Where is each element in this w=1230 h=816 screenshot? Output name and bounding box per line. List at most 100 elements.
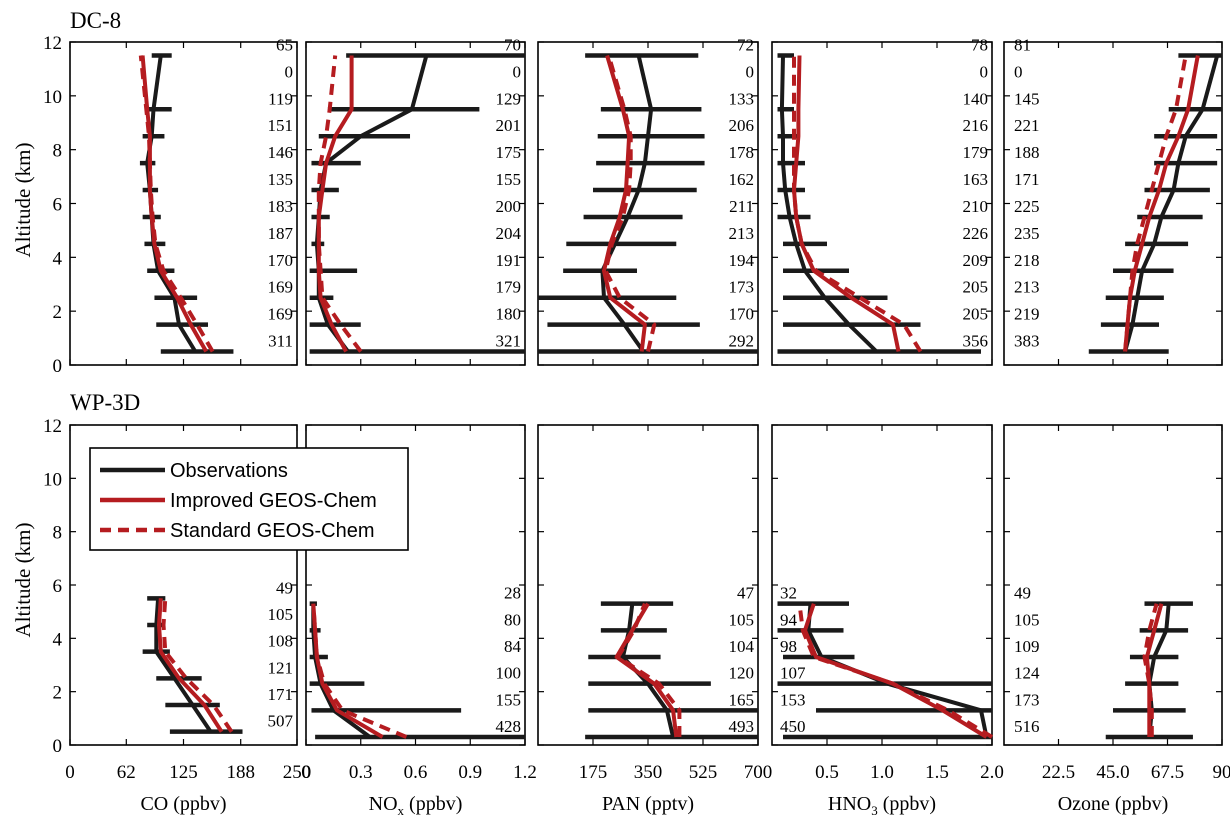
y-tick-label: 10 xyxy=(43,87,62,108)
sample-count-label: 72 xyxy=(737,35,754,54)
series-standard-line xyxy=(797,603,994,739)
x-tick-label: 250 xyxy=(283,762,312,783)
panel-dc8-hno3: 356 205 205 209 226 210 163 179 216 140 0 78 xyxy=(771,35,993,366)
series-improved-line xyxy=(602,54,647,352)
x-tick-label: 0.3 xyxy=(349,762,373,783)
sample-count-label: 105 xyxy=(268,605,294,624)
sample-count-label: 213 xyxy=(729,224,755,243)
sample-count-label: 170 xyxy=(268,251,294,270)
sample-count-label: 107 xyxy=(780,664,806,683)
y-tick-label: 12 xyxy=(43,416,62,437)
x-tick-label: 700 xyxy=(744,762,773,783)
sample-count-label: 49 xyxy=(1014,584,1031,603)
series-standard-line xyxy=(1142,603,1159,737)
series-observations-line xyxy=(620,603,676,738)
panels: 0246810123111691691701871831351461511190… xyxy=(43,33,1223,757)
series-observations-line xyxy=(779,55,878,353)
series-improved-line xyxy=(614,602,679,738)
sample-count-label: 70 xyxy=(504,35,521,54)
sample-count-label: 188 xyxy=(1014,143,1040,162)
sample-count-label: 155 xyxy=(496,170,522,189)
sample-count-label: 383 xyxy=(1014,332,1040,351)
sample-count-label: 32 xyxy=(780,584,797,603)
sample-count-label: 211 xyxy=(729,197,754,216)
sample-count-label: 78 xyxy=(971,35,988,54)
series-improved-line xyxy=(1123,55,1200,352)
sample-count-label: 210 xyxy=(963,197,989,216)
sample-count-label: 49 xyxy=(276,578,293,597)
legend-label-improved: Improved GEOS-Chem xyxy=(170,490,377,512)
sample-count-label: 140 xyxy=(963,89,989,108)
x-tick-label: 0.6 xyxy=(404,762,428,783)
sample-count-label: 153 xyxy=(780,690,806,709)
series-improved-line xyxy=(311,603,384,739)
x-tick-label: 0 xyxy=(301,762,311,783)
x-tick-label: 90 xyxy=(1213,762,1230,783)
sample-count-label: 120 xyxy=(729,664,755,683)
sample-count-label: 226 xyxy=(963,224,989,243)
sample-count-label: 84 xyxy=(504,637,522,656)
y-tick-label: 8 xyxy=(53,141,63,162)
panel-dc8-pan: 292 170 173 194 213 211 162 178 206 133 0 72 xyxy=(537,35,759,366)
sample-count-label: 191 xyxy=(496,251,522,270)
series-standard-line xyxy=(792,55,923,353)
sample-count-label: 109 xyxy=(1014,637,1040,656)
sample-count-label: 171 xyxy=(268,685,294,704)
panel-dc8-ozone: 383 219 213 218 235 225 171 188 221 145 0 81 xyxy=(1003,35,1223,366)
sample-count-label: 221 xyxy=(1014,116,1040,135)
series-observations-line xyxy=(154,598,213,733)
sample-count-label: 205 xyxy=(963,305,989,324)
sample-count-label: 108 xyxy=(268,632,294,651)
sample-count-label: 145 xyxy=(1014,89,1040,108)
sample-count-label: 65 xyxy=(276,35,293,54)
sample-count-label: 94 xyxy=(780,610,798,629)
series-improved-line xyxy=(1144,603,1164,737)
sample-count-label: 235 xyxy=(1014,224,1040,243)
sample-count-label: 201 xyxy=(496,116,522,135)
sample-count-label: 175 xyxy=(496,143,522,162)
sample-count-label: 124 xyxy=(1014,664,1040,683)
series-standard-line xyxy=(603,54,657,352)
series-improved-line xyxy=(140,55,208,353)
sample-count-label: 292 xyxy=(729,332,755,351)
sample-count-label: 205 xyxy=(963,278,989,297)
sample-count-label: 80 xyxy=(504,610,521,629)
x-tick-label: 1.5 xyxy=(925,762,949,783)
y-tick-label: 10 xyxy=(43,469,62,490)
sample-count-label: 100 xyxy=(496,664,522,683)
sample-count-label: 171 xyxy=(1014,170,1040,189)
y-tick-label: 2 xyxy=(53,683,63,704)
series-observations-line xyxy=(145,55,198,353)
y-tick-label: 4 xyxy=(53,248,63,269)
sample-count-label: 119 xyxy=(268,89,293,108)
x-tick-label: 0.9 xyxy=(458,762,482,783)
y-tick-label: 0 xyxy=(53,736,63,757)
x-tick-label: 62 xyxy=(117,762,136,783)
x-tick-label: 1.0 xyxy=(870,762,894,783)
sample-count-label: 104 xyxy=(729,637,755,656)
sample-count-label: 218 xyxy=(1014,251,1040,270)
sample-count-label: 187 xyxy=(268,224,294,243)
x-tick-label: 125 xyxy=(169,762,198,783)
series-improved-line xyxy=(316,55,354,353)
panel-dc8-nox: 321 180 179 191 204 200 155 175 201 129 0 70 xyxy=(305,35,526,366)
sample-count-label: 200 xyxy=(496,197,522,216)
sample-count-label: 493 xyxy=(729,717,755,736)
sample-count-label: 155 xyxy=(496,690,522,709)
sample-count-label: 151 xyxy=(268,116,294,135)
panel-wp3d-pan: 493 165 120 104 105 47 xyxy=(537,424,759,746)
x-tick-label: 350 xyxy=(634,762,663,783)
sample-count-label: 178 xyxy=(729,143,755,162)
sample-count-label: 173 xyxy=(729,278,755,297)
y-tick-label: 12 xyxy=(43,33,62,54)
series-standard-line xyxy=(161,598,234,733)
sample-count-label: 173 xyxy=(1014,690,1040,709)
sample-count-label: 165 xyxy=(729,690,755,709)
x-tick-label: 525 xyxy=(689,762,718,783)
ylabel-top: Altitude (km) xyxy=(11,143,35,258)
series-observations-line xyxy=(314,54,429,353)
sample-count-label: 428 xyxy=(496,717,522,736)
series-observations-line xyxy=(600,55,654,353)
y-tick-label: 2 xyxy=(53,302,63,323)
